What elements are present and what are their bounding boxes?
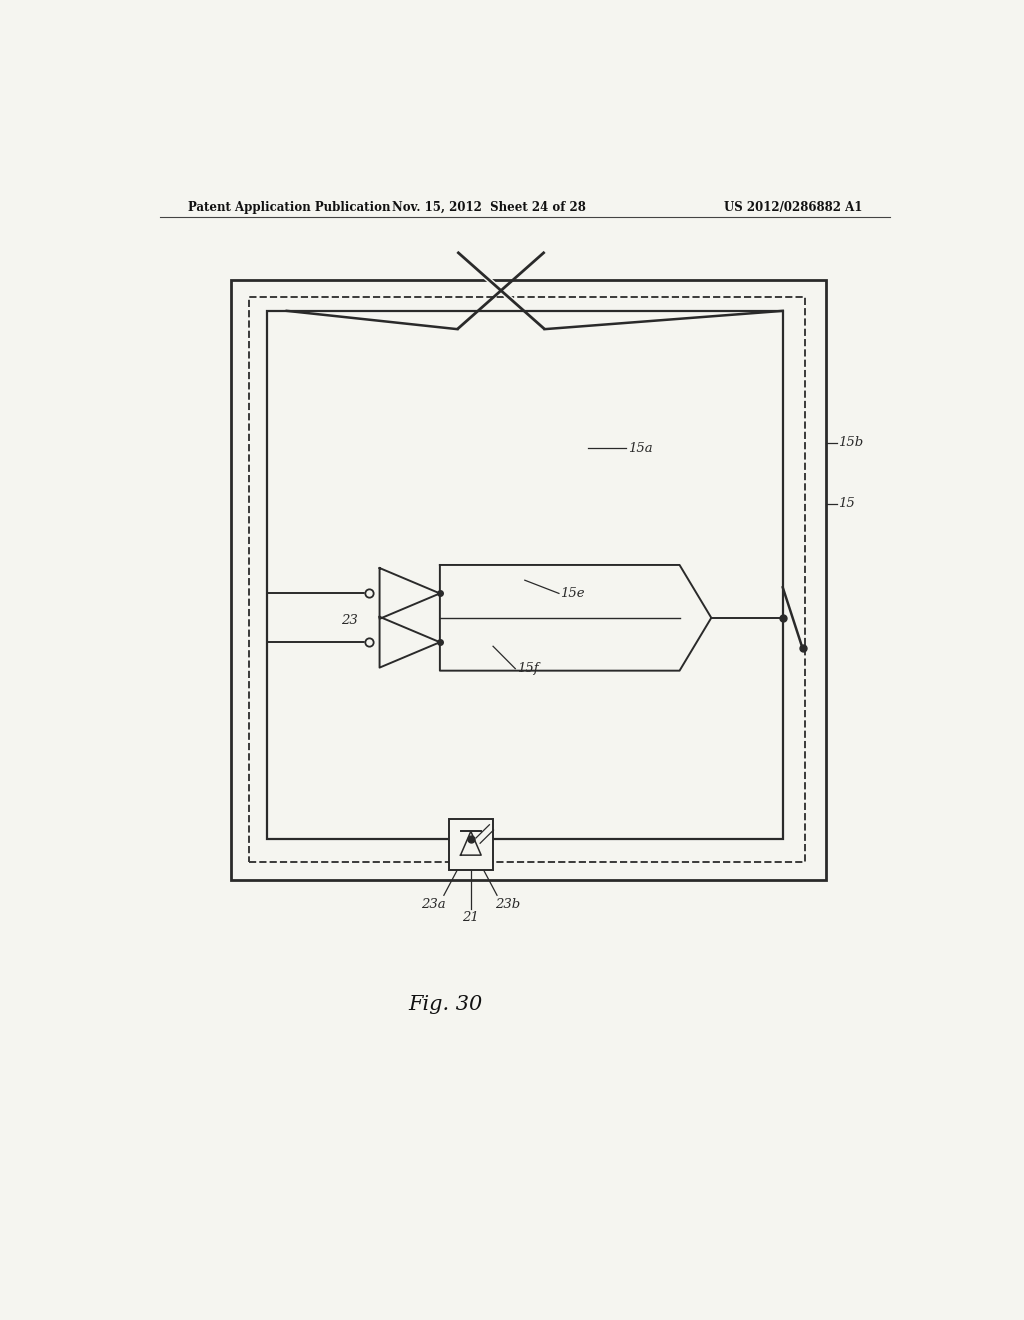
Text: 15b: 15b bbox=[839, 437, 863, 450]
Text: 23: 23 bbox=[341, 614, 358, 627]
Text: Nov. 15, 2012  Sheet 24 of 28: Nov. 15, 2012 Sheet 24 of 28 bbox=[392, 201, 586, 214]
Bar bbox=[250, 297, 805, 862]
Text: 15e: 15e bbox=[560, 587, 585, 599]
Text: 15f: 15f bbox=[517, 663, 539, 675]
Text: 21: 21 bbox=[463, 911, 479, 924]
Bar bbox=[231, 280, 826, 880]
Bar bbox=[267, 312, 782, 840]
Text: 15a: 15a bbox=[628, 442, 652, 454]
Text: US 2012/0286882 A1: US 2012/0286882 A1 bbox=[724, 201, 862, 214]
Text: 23a: 23a bbox=[421, 899, 445, 911]
Text: 15: 15 bbox=[839, 498, 855, 511]
Text: Fig. 30: Fig. 30 bbox=[409, 994, 482, 1014]
Text: Patent Application Publication: Patent Application Publication bbox=[187, 201, 390, 214]
Text: 23b: 23b bbox=[495, 899, 520, 911]
Bar bbox=[449, 818, 493, 870]
